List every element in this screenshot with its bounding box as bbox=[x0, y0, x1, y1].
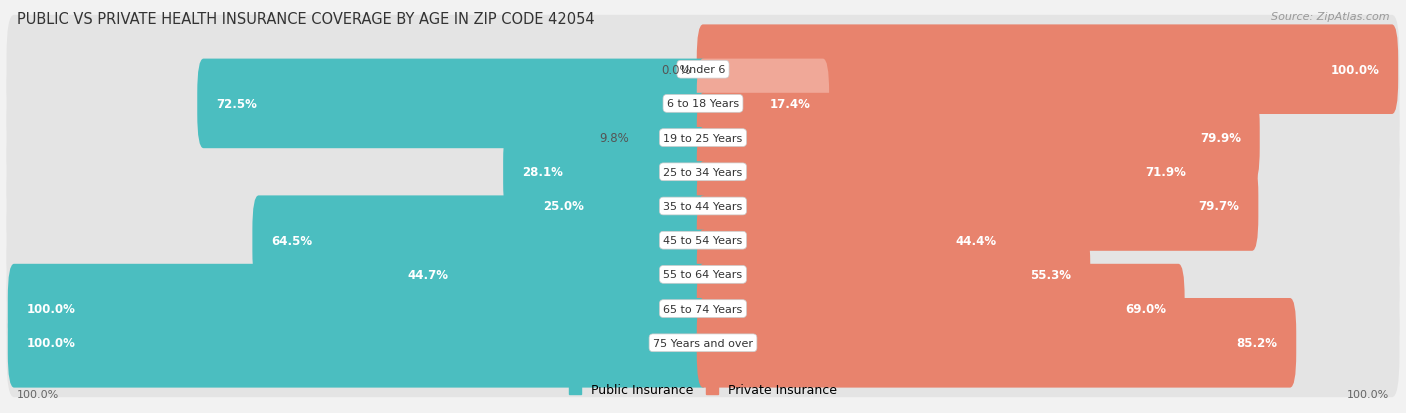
Text: 100.0%: 100.0% bbox=[27, 302, 76, 316]
Text: 44.4%: 44.4% bbox=[955, 234, 997, 247]
FancyBboxPatch shape bbox=[197, 59, 709, 149]
Text: Source: ZipAtlas.com: Source: ZipAtlas.com bbox=[1271, 12, 1389, 22]
Text: 28.1%: 28.1% bbox=[522, 166, 562, 179]
Text: 45 to 54 Years: 45 to 54 Years bbox=[664, 236, 742, 246]
Text: 9.8%: 9.8% bbox=[599, 132, 630, 145]
Text: 85.2%: 85.2% bbox=[1236, 337, 1278, 349]
FancyBboxPatch shape bbox=[8, 298, 709, 388]
Text: 35 to 44 Years: 35 to 44 Years bbox=[664, 202, 742, 211]
Text: 71.9%: 71.9% bbox=[1144, 166, 1185, 179]
FancyBboxPatch shape bbox=[7, 221, 1399, 329]
Text: 55 to 64 Years: 55 to 64 Years bbox=[664, 270, 742, 280]
FancyBboxPatch shape bbox=[7, 118, 1399, 227]
Text: PUBLIC VS PRIVATE HEALTH INSURANCE COVERAGE BY AGE IN ZIP CODE 42054: PUBLIC VS PRIVATE HEALTH INSURANCE COVER… bbox=[17, 12, 595, 27]
Text: 25 to 34 Years: 25 to 34 Years bbox=[664, 167, 742, 177]
FancyBboxPatch shape bbox=[697, 230, 1090, 319]
Text: 65 to 74 Years: 65 to 74 Years bbox=[664, 304, 742, 314]
Text: 75 Years and over: 75 Years and over bbox=[652, 338, 754, 348]
FancyBboxPatch shape bbox=[630, 94, 709, 183]
Text: Under 6: Under 6 bbox=[681, 65, 725, 75]
Text: 25.0%: 25.0% bbox=[543, 200, 583, 213]
FancyBboxPatch shape bbox=[697, 196, 1015, 285]
FancyBboxPatch shape bbox=[7, 50, 1399, 159]
Text: 19 to 25 Years: 19 to 25 Years bbox=[664, 133, 742, 143]
FancyBboxPatch shape bbox=[697, 298, 1296, 388]
Text: 79.7%: 79.7% bbox=[1199, 200, 1240, 213]
FancyBboxPatch shape bbox=[697, 128, 1205, 217]
FancyBboxPatch shape bbox=[7, 254, 1399, 363]
Text: 79.9%: 79.9% bbox=[1199, 132, 1241, 145]
Text: 100.0%: 100.0% bbox=[1330, 64, 1379, 76]
Text: 44.7%: 44.7% bbox=[408, 268, 449, 281]
FancyBboxPatch shape bbox=[697, 25, 1398, 115]
FancyBboxPatch shape bbox=[697, 59, 830, 149]
FancyBboxPatch shape bbox=[7, 152, 1399, 261]
FancyBboxPatch shape bbox=[389, 230, 709, 319]
FancyBboxPatch shape bbox=[697, 162, 1258, 251]
FancyBboxPatch shape bbox=[503, 128, 709, 217]
FancyBboxPatch shape bbox=[7, 84, 1399, 192]
Text: 69.0%: 69.0% bbox=[1125, 302, 1166, 316]
Legend: Public Insurance, Private Insurance: Public Insurance, Private Insurance bbox=[564, 378, 842, 401]
Text: 64.5%: 64.5% bbox=[271, 234, 312, 247]
FancyBboxPatch shape bbox=[7, 16, 1399, 124]
Text: 100.0%: 100.0% bbox=[17, 389, 59, 399]
FancyBboxPatch shape bbox=[7, 186, 1399, 295]
FancyBboxPatch shape bbox=[697, 264, 1185, 354]
FancyBboxPatch shape bbox=[697, 94, 1260, 183]
Text: 17.4%: 17.4% bbox=[769, 97, 810, 111]
Text: 72.5%: 72.5% bbox=[217, 97, 257, 111]
FancyBboxPatch shape bbox=[7, 289, 1399, 397]
Text: 6 to 18 Years: 6 to 18 Years bbox=[666, 99, 740, 109]
FancyBboxPatch shape bbox=[252, 196, 709, 285]
Text: 100.0%: 100.0% bbox=[1347, 389, 1389, 399]
Text: 0.0%: 0.0% bbox=[661, 64, 690, 76]
Text: 100.0%: 100.0% bbox=[27, 337, 76, 349]
FancyBboxPatch shape bbox=[8, 264, 709, 354]
Text: 55.3%: 55.3% bbox=[1031, 268, 1071, 281]
FancyBboxPatch shape bbox=[524, 162, 709, 251]
